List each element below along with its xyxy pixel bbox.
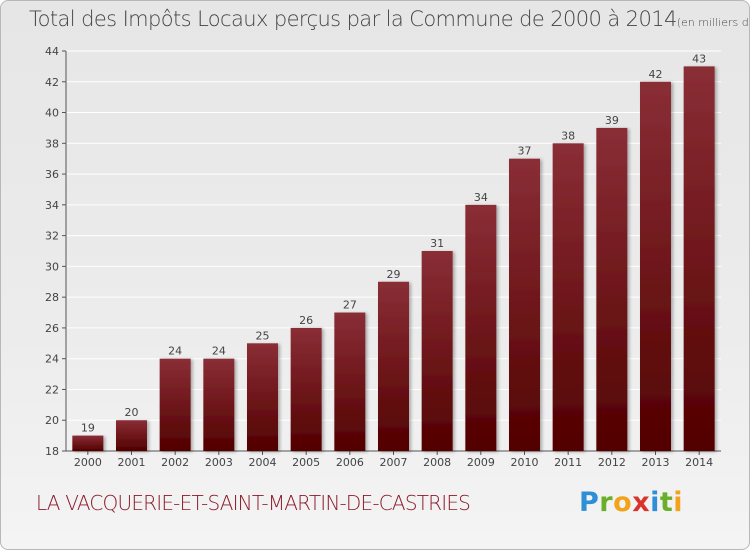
commune-name: LA VACQUERIE-ET-SAINT-MARTIN-DE-CASTRIES	[36, 491, 471, 515]
bars	[72, 66, 715, 452]
x-tick-label-2014: 2014	[685, 456, 713, 469]
x-tick-label-2013: 2013	[642, 456, 670, 469]
data-label-2005: 26	[299, 314, 313, 327]
data-label-2003: 24	[212, 345, 226, 358]
y-tick-label: 34	[45, 199, 59, 212]
x-tick-label-2012: 2012	[598, 456, 626, 469]
x-tick-label-2011: 2011	[554, 456, 582, 469]
proxiti-logo: Proxiti	[579, 487, 683, 518]
bar-2011	[552, 143, 584, 452]
y-tick-label: 18	[45, 445, 59, 458]
y-tick-label: 44	[45, 45, 59, 58]
bar-2010	[509, 158, 540, 451]
y-tick-label: 40	[45, 107, 59, 120]
bar-2003	[203, 358, 235, 451]
x-tick-label-2004: 2004	[249, 456, 277, 469]
data-label-2011: 38	[561, 129, 575, 142]
bar-2013	[640, 81, 671, 452]
proxiti-letter: P	[579, 487, 600, 518]
data-label-2001: 20	[125, 406, 139, 419]
bar-2012	[596, 127, 628, 451]
y-tick-label: 28	[45, 291, 59, 304]
data-label-2000: 19	[81, 422, 95, 435]
y-tick-label: 36	[45, 168, 59, 181]
y-tick-label: 30	[45, 260, 59, 273]
data-label-2006: 27	[343, 299, 357, 312]
y-tick-label: 32	[45, 230, 59, 243]
x-tick-label-2005: 2005	[292, 456, 320, 469]
proxiti-letter: i	[650, 487, 660, 518]
bar-2006	[334, 312, 366, 451]
y-tick-label: 42	[45, 76, 59, 89]
bar-2008	[421, 251, 453, 451]
data-label-2008: 31	[430, 237, 444, 250]
chart-title-text: Total des Impôts Locaux perçus par la Co…	[29, 7, 677, 31]
data-label-2014: 43	[692, 52, 706, 65]
proxiti-letter: x	[632, 487, 651, 518]
x-tick-label-2009: 2009	[467, 456, 495, 469]
labels: 18 20 22 24 26 28 30 32 34 36 38 40 42 44 19 2000 20 2001…	[45, 45, 713, 469]
data-label-2002: 24	[168, 345, 182, 358]
data-label-2010: 37	[518, 145, 532, 158]
chart-title: Total des Impôts Locaux perçus par la Co…	[29, 7, 749, 31]
bar-2001	[116, 420, 147, 451]
data-label-2004: 25	[256, 329, 270, 342]
y-tick-label: 26	[45, 322, 59, 335]
proxiti-letter: r	[599, 487, 614, 518]
bar-2005	[290, 327, 322, 451]
bar-2014	[683, 66, 715, 451]
bar-2009	[465, 204, 497, 451]
x-tick-label-2008: 2008	[423, 456, 451, 469]
x-tick-label-2002: 2002	[161, 456, 189, 469]
y-tick-label: 24	[45, 353, 59, 366]
x-tick-label-2000: 2000	[74, 456, 102, 469]
x-tick-label-2010: 2010	[511, 456, 539, 469]
proxiti-letter: o	[613, 487, 633, 518]
bar-2000	[72, 435, 104, 451]
bar-2007	[378, 281, 409, 451]
x-tick-label-2001: 2001	[118, 456, 146, 469]
bar-2004	[247, 343, 278, 451]
proxiti-letter: t	[659, 487, 674, 518]
x-tick-label-2003: 2003	[205, 456, 233, 469]
chart-unit: (en milliers d'€)	[676, 16, 749, 29]
y-tick-label: 38	[45, 137, 59, 150]
x-tick-label-2007: 2007	[380, 456, 408, 469]
bar-2002	[159, 358, 191, 451]
x-tick-label-2006: 2006	[336, 456, 364, 469]
y-tick-label: 22	[45, 383, 59, 396]
data-label-2012: 39	[605, 114, 619, 127]
proxiti-letter: i	[673, 487, 684, 518]
y-tick-label: 20	[45, 414, 59, 427]
data-label-2009: 34	[474, 191, 488, 204]
data-label-2007: 29	[387, 268, 401, 281]
data-label-2013: 42	[649, 68, 663, 81]
